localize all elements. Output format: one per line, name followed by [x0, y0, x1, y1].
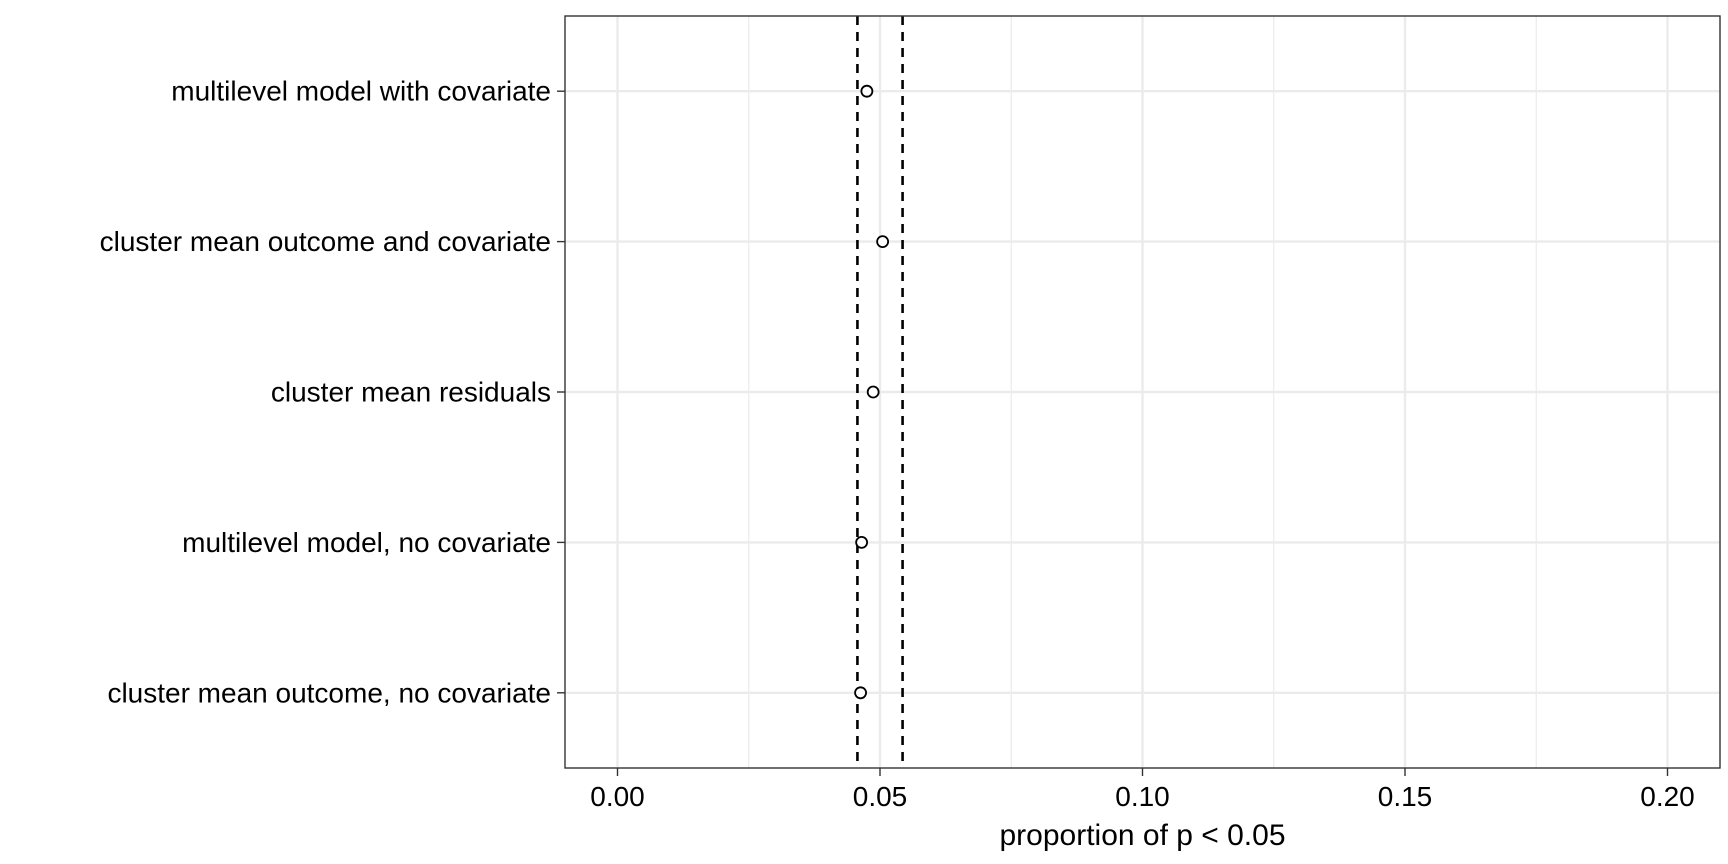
y-tick-label: multilevel model with covariate [171, 76, 551, 107]
grid-layer [565, 16, 1720, 768]
y-tick-label: cluster mean residuals [271, 377, 551, 408]
x-tick-label: 0.15 [1378, 781, 1433, 812]
x-tick-label: 0.05 [853, 781, 908, 812]
y-tick-label: multilevel model, no covariate [182, 527, 551, 558]
data-point [860, 84, 874, 98]
data-point [854, 686, 867, 700]
data-point [866, 385, 880, 399]
x-tick-label: 0.20 [1640, 781, 1695, 812]
data-point [876, 235, 890, 249]
x-tick-label: 0.00 [590, 781, 645, 812]
data-points [854, 84, 890, 700]
reference-lines [856, 16, 904, 768]
y-tick-label: cluster mean outcome, no covariate [107, 677, 551, 708]
x-tick-label: 0.10 [1115, 781, 1170, 812]
x-axis-title: proportion of p < 0.05 [999, 819, 1285, 852]
y-tick-label: cluster mean outcome and covariate [100, 226, 551, 257]
axes: 0.00 0.05 0.10 0.15 0.20 multilevel model wit… [100, 76, 1695, 812]
data-point [855, 536, 869, 549]
